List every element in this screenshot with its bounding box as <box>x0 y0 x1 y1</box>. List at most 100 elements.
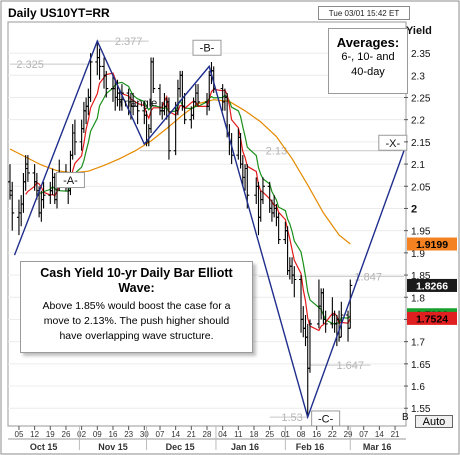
x-tick-label: 16 <box>109 430 118 439</box>
price-tag <box>407 278 457 292</box>
reference-label: 1.53 <box>281 412 302 424</box>
commentary-line-2: move to 2.13%. The push higher should <box>43 315 230 327</box>
x-month-label: Nov 15 <box>98 442 128 452</box>
y-tick-label: 2 <box>411 203 417 215</box>
x-tick-label: 21 <box>391 430 400 439</box>
y-tick-label: 2.3 <box>411 71 425 82</box>
ohlc-bar <box>23 155 28 191</box>
x-month-label: Oct 15 <box>30 442 58 452</box>
y-tick-label: 1.7 <box>411 338 425 349</box>
price-bars <box>8 41 353 418</box>
ohlc-bar <box>307 319 312 373</box>
ma-10-line <box>38 81 351 325</box>
wave-label: -C- <box>318 413 334 425</box>
ohlc-bar <box>323 310 328 333</box>
right-marker: B <box>402 412 409 423</box>
ohlc-bar <box>292 266 297 298</box>
x-month-label: Dec 15 <box>166 442 195 452</box>
y-tick-label: 1.6 <box>411 382 425 393</box>
ohlc-bar <box>276 212 281 244</box>
x-tick-label: 07 <box>156 430 165 439</box>
x-tick-label: 02 <box>77 430 86 439</box>
y-tick-label: 1.65 <box>411 360 431 371</box>
wave-label: Triangle <box>118 97 157 109</box>
x-tick-label: 23 <box>124 430 133 439</box>
x-tick-label: 18 <box>250 430 259 439</box>
reference-label: 2.325 <box>16 59 44 71</box>
averages-line-2: 40-day <box>351 66 385 78</box>
ohlc-bar <box>72 119 77 156</box>
commentary-heading-2: Wave: <box>118 281 155 295</box>
ohlc-bar <box>166 97 171 160</box>
ohlc-bar <box>10 181 15 231</box>
x-month-label: Jan 16 <box>231 442 259 452</box>
reference-label: 1.647 <box>337 360 365 372</box>
ohlc-bar <box>41 181 46 209</box>
averages-legend: Averages: 6-, 10- and 40-day <box>328 28 408 94</box>
x-tick-label: 07 <box>359 430 368 439</box>
reference-label: 2.377 <box>115 36 143 48</box>
y-axis: 1.551.61.651.71.751.81.851.91.9522.052.1… <box>404 25 432 415</box>
wave-label: -A- <box>63 175 78 187</box>
timestamp-label: Tue 03/01 15:42 ET <box>318 6 410 20</box>
reference-label: 2.13 <box>266 146 287 158</box>
y-tick-label: 2.25 <box>411 93 431 104</box>
x-tick-label: 04 <box>218 430 227 439</box>
wave-label-box <box>55 172 85 189</box>
wave-labels: -A- -B- -C- -X- Triangle <box>55 39 408 427</box>
price-tag <box>407 237 457 251</box>
ohlc-bar <box>196 84 201 107</box>
commentary-heading-1: Cash Yield 10-yr Daily Bar Elliott <box>40 266 233 280</box>
chart-title: Daily US10YT=RR <box>8 6 110 20</box>
x-month-label: Feb 16 <box>296 442 325 452</box>
ohlc-bar <box>97 48 102 80</box>
wave-label: -X- <box>385 138 400 150</box>
ohlc-bar <box>182 93 187 125</box>
y-tick-label: 1.95 <box>411 227 431 238</box>
ohlc-bar <box>260 177 265 205</box>
ohlc-bar <box>131 93 136 116</box>
ohlc-bar <box>104 70 109 98</box>
x-tick-label: 08 <box>297 430 306 439</box>
wave-label-box <box>378 134 408 151</box>
x-tick-label: 14 <box>171 430 180 439</box>
x-tick-label: 21 <box>187 430 196 439</box>
ohlc-bar <box>151 57 156 94</box>
x-tick-label: 28 <box>203 430 212 439</box>
y-tick-label: 2.1 <box>411 160 425 171</box>
x-tick-label: 12 <box>30 430 39 439</box>
auto-scale-button[interactable]: Auto <box>415 415 453 428</box>
x-tick-label: 29 <box>344 430 353 439</box>
averages-line-1: 6-, 10- and <box>341 51 395 63</box>
y-tick-label: 2.2 <box>411 116 425 127</box>
averages-heading: Averages: <box>336 35 400 50</box>
x-tick-label: 16 <box>312 430 321 439</box>
price-tag-label: 1.9199 <box>416 239 448 251</box>
ma-6-line <box>25 72 351 332</box>
elliott-wave-path <box>13 39 405 420</box>
wave-label: -B- <box>200 43 215 55</box>
wave-label-box <box>192 39 222 56</box>
x-tick-label: 11 <box>234 430 243 439</box>
ohlc-bar <box>88 53 93 102</box>
x-tick-label: 05 <box>15 430 24 439</box>
ohlc-bar <box>25 155 30 182</box>
ohlc-bar <box>8 164 12 200</box>
y-axis-label: Yield <box>406 25 432 37</box>
y-tick-label: 1.9 <box>411 249 425 260</box>
y-tick-label: 2.35 <box>411 49 431 60</box>
y-tick-label: 2.15 <box>411 138 431 149</box>
reference-label: 1.847 <box>354 271 382 283</box>
price-tag-label: 1.7524 <box>416 313 448 325</box>
y-tick-label: 2.05 <box>411 182 431 193</box>
ohlc-bar <box>348 279 353 329</box>
x-tick-label: 26 <box>62 430 71 439</box>
x-tick-label: 14 <box>375 430 384 439</box>
commentary-box: Cash Yield 10-yr Daily Bar Elliott Wave:… <box>20 261 253 353</box>
ohlc-bar <box>135 101 140 125</box>
wave-label-box <box>311 410 341 427</box>
ohlc-bar <box>339 301 344 338</box>
price-tag-label: 1.8266 <box>416 280 448 292</box>
